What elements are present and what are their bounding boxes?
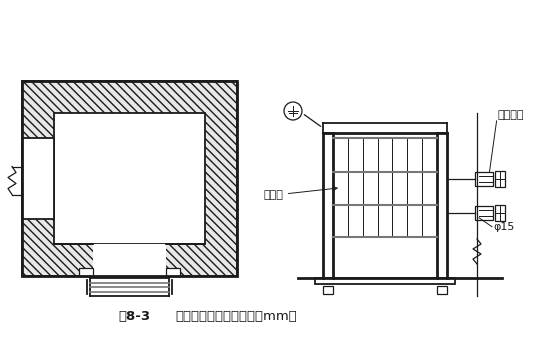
Text: 膨胀螺栓: 膨胀螺栓 <box>497 110 523 120</box>
Polygon shape <box>54 113 205 244</box>
Bar <box>323 286 333 294</box>
Text: 铁栅门: 铁栅门 <box>263 186 337 200</box>
Text: 电梯井口防护门（单位：mm）: 电梯井口防护门（单位：mm） <box>175 310 297 322</box>
Text: φ15: φ15 <box>493 222 514 232</box>
Bar <box>495 171 505 188</box>
Bar <box>475 206 493 220</box>
Polygon shape <box>22 138 54 219</box>
Bar <box>315 278 455 284</box>
Polygon shape <box>93 244 166 276</box>
Text: 图8-3: 图8-3 <box>118 310 150 322</box>
Polygon shape <box>22 81 237 276</box>
Bar <box>437 286 447 294</box>
Bar <box>475 172 493 186</box>
Bar <box>495 205 505 221</box>
Polygon shape <box>166 268 180 276</box>
Polygon shape <box>79 268 93 276</box>
